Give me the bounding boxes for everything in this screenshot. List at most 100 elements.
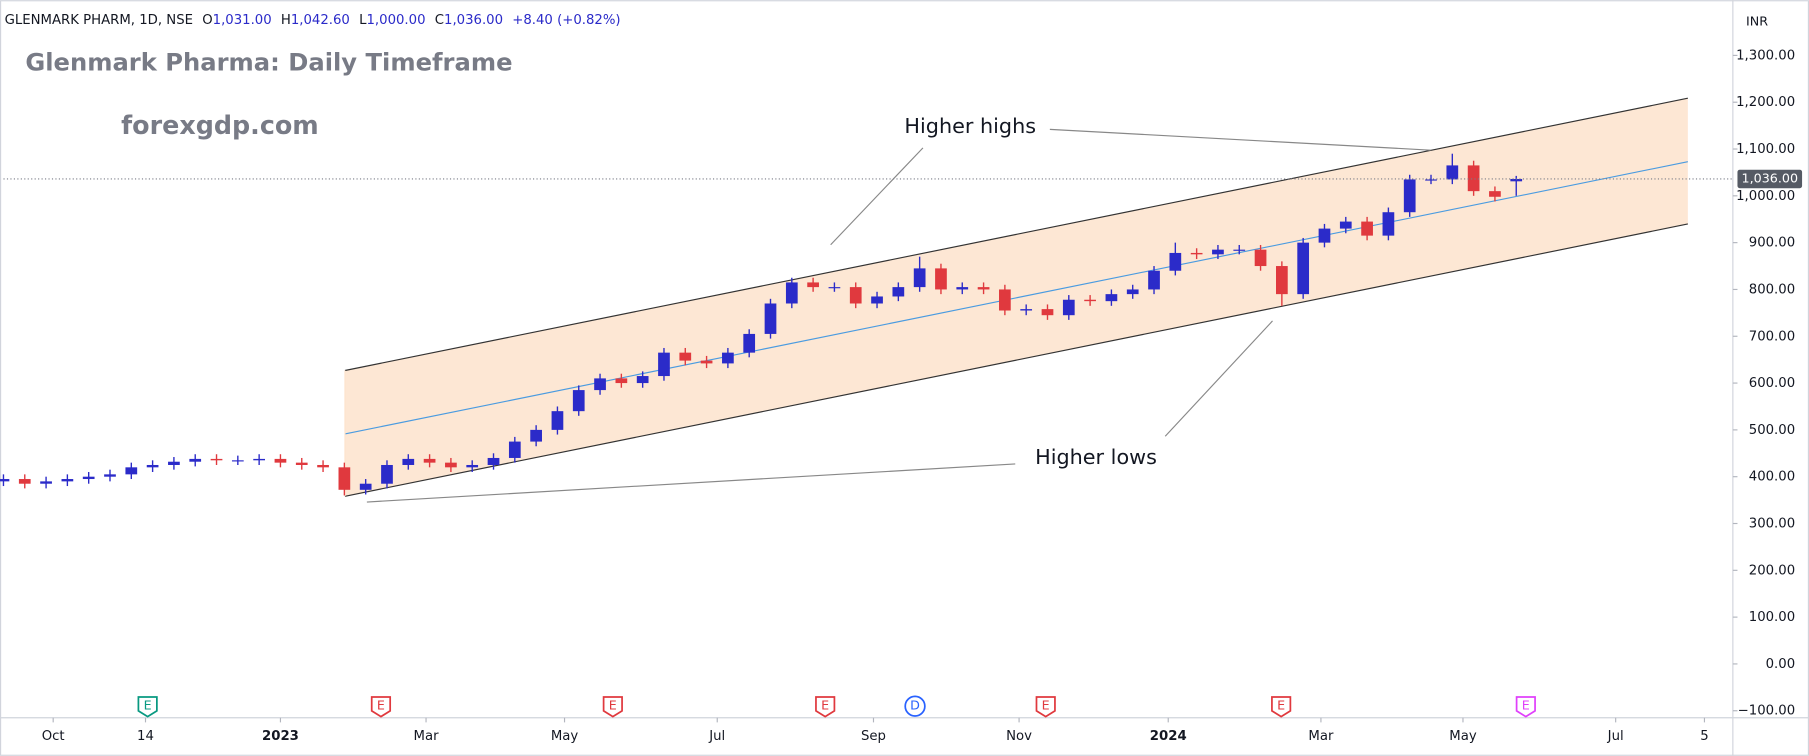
candle-body [658,352,670,377]
symbol: GLENMARK PHARM, 1D, NSE [5,13,193,28]
candle-body [168,461,180,465]
y-tick-label: 800.00 [1749,282,1795,297]
candle-body [338,467,351,490]
last-price-label: 1,036.00 [1742,170,1798,185]
x-tick-label: Jul [1607,729,1624,744]
y-tick-label: 1,200.00 [1736,95,1795,110]
annotation-pointers [366,128,1431,503]
candle-body [1041,309,1054,316]
x-tick-label: Mar [414,729,440,744]
candle-body [0,479,10,482]
y-tick-label: 400.00 [1749,470,1795,485]
candle-body [381,464,393,484]
candles [0,153,1523,496]
candle-body [253,458,266,461]
candle-body [1297,242,1310,295]
candle-body [743,333,756,353]
event-marker [137,696,158,718]
candle-body [295,462,308,465]
event-label: E [609,698,617,713]
event-label: E [377,698,385,713]
ohlc-key: C [435,13,444,28]
candle-body [1212,249,1224,255]
candle-body [1510,178,1523,182]
event-marker [370,696,392,718]
candle-body [1446,165,1459,180]
candle-body [636,376,649,384]
y-tick-label: 1,100.00 [1736,142,1795,157]
candle-body [807,282,819,288]
candle-body [466,464,479,468]
candle-body [1105,294,1118,302]
candle-body [977,287,990,290]
x-tick-label: Oct [42,729,65,744]
x-tick-label: May [551,729,579,744]
candle-body [508,441,521,458]
event-marker [904,695,926,717]
candle-body [1190,252,1203,255]
candle-body [1020,309,1033,311]
candle-body [722,352,734,364]
ohlc-value: 1,000.00 [367,13,426,28]
candle-body [1467,165,1480,192]
ohlc-value: 1,042.60 [291,13,350,28]
candle-body [1233,249,1246,251]
event-marker [1035,696,1056,718]
candle-body [125,467,138,475]
candle-body [1276,266,1288,295]
candle-body [871,296,883,304]
x-tick-label: Mar [1308,729,1334,744]
event-label: E [1042,698,1050,713]
candle-body [317,464,329,468]
candle-body [61,479,74,482]
pointer-line [830,147,924,246]
candle-body [828,287,841,289]
x-tick-label: 2024 [1150,729,1187,744]
chart-subtitle: forexgdp.com [121,110,319,140]
y-tick-label: 600.00 [1749,376,1795,391]
candle-body [146,464,159,468]
y-tick-label: 700.00 [1749,329,1795,344]
change: +8.40 (+0.82%) [512,13,620,28]
candle-body [189,458,202,462]
candle-body [764,303,777,334]
y-tick-label: −100.00 [1738,704,1795,719]
candle-body [1126,289,1139,295]
ohlc-key: H [281,13,291,28]
candle-body [210,458,223,461]
y-tick-label: 1,300.00 [1736,48,1795,63]
candle-body [1062,299,1075,316]
candle-body [402,458,415,465]
event-label: D [910,698,920,713]
event-label: E [1522,698,1530,713]
x-tick-label: 5 [1700,729,1708,744]
y-tick-label: 100.00 [1749,610,1795,625]
last-price-badge [1737,169,1803,189]
pointer-line [366,463,1016,503]
x-tick-label: Sep [861,729,886,744]
candle-body [1425,179,1437,181]
event-marker [815,696,836,718]
candle-body [40,481,52,484]
ohlc-value: 1,036.00 [444,13,503,28]
candle-body [956,287,969,290]
event-marker [1515,696,1536,718]
chart-title: Glenmark Pharma: Daily Timeframe [25,49,512,77]
candle-body [1489,191,1501,197]
x-tick-label: 2023 [262,729,299,744]
price-channel [344,97,1688,497]
candle-body [572,390,585,412]
channel-upper [344,97,1688,372]
candle-body [359,483,372,490]
candle-body [1318,228,1331,243]
currency-label: INR [1746,14,1768,29]
candle-body [445,462,457,468]
y-tick-label: 0.00 [1766,657,1796,672]
candle-body [274,458,287,463]
candle-body [1339,221,1352,229]
pointer-line [1164,320,1273,437]
y-tick-label: 200.00 [1749,563,1795,578]
x-tick-label: Jul [708,729,725,744]
candle-body [913,268,926,288]
